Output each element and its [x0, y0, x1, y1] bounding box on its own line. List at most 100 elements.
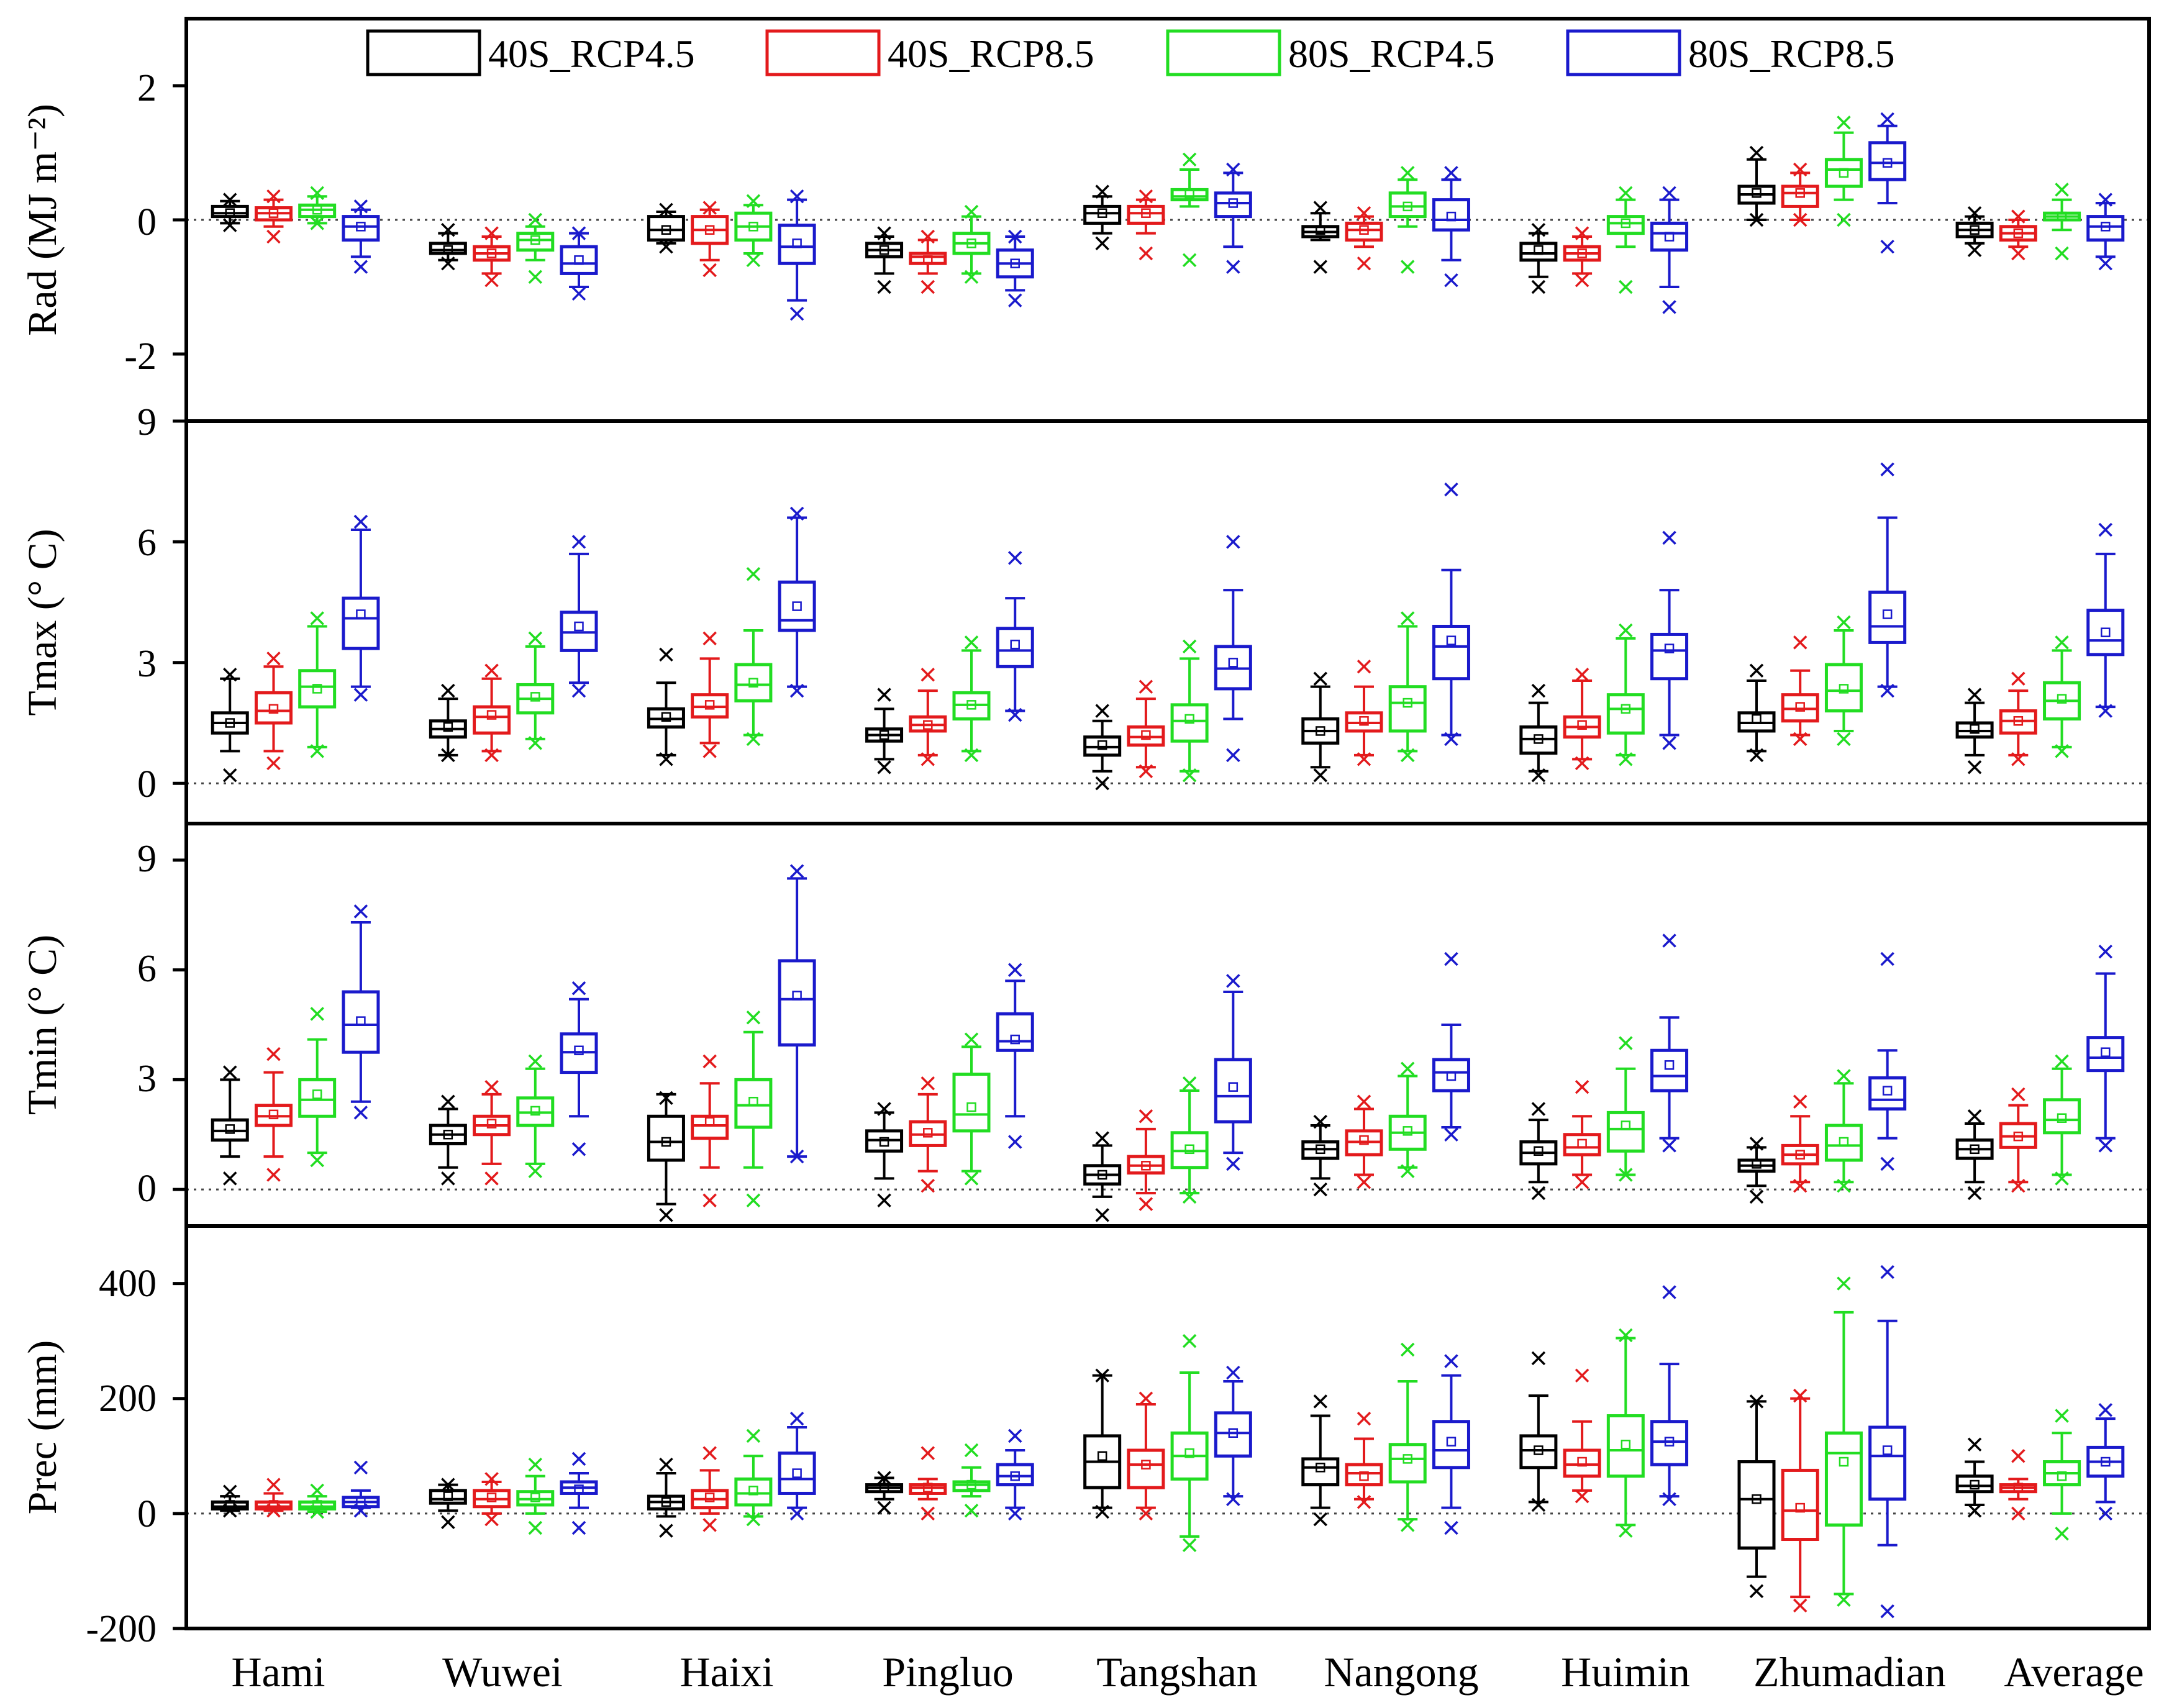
tmax-80srcp45-haixi-max-marker [746, 567, 761, 581]
tmin-ylabel: Tmin (° C) [20, 935, 65, 1115]
tmin-40srcp45-nangong-max-marker [1313, 1114, 1328, 1129]
tmax-80srcp85-nangong-iqr [1432, 624, 1470, 681]
tmin-80srcp85-huimin-max-marker [1662, 933, 1676, 948]
tmax-80srcp85-pingluo-mean [1010, 639, 1020, 650]
tmin-40srcp85-zhumadian-max-marker [1793, 1094, 1807, 1109]
prec-80srcp85-zhumadian-mean [1882, 1445, 1893, 1455]
prec-40srcp85-huimin-iqr [1563, 1448, 1601, 1478]
rad-40srcp45-tangshan-iqr [1083, 204, 1122, 225]
rad-80srcp45-haixi-mean [748, 222, 758, 232]
tmax-40srcp85-zhumadian-min-marker [1793, 732, 1807, 747]
prec-40srcp85-average-max-marker [2011, 1449, 2025, 1463]
tmax-40srcp45-tangshan-max-marker [1095, 704, 1109, 718]
prec-40srcp85-nangong-box [1345, 1411, 1383, 1509]
tmax-40srcp85-hami-mean [268, 704, 279, 714]
tmax-80srcp45-haixi-box [734, 567, 773, 747]
prec-80srcp85-zhumadian-min-marker [1880, 1604, 1894, 1619]
prec-80srcp85-hami-max-marker [353, 1460, 368, 1475]
tmin-80srcp85-tangshan-max-marker [1226, 974, 1240, 988]
rad-80srcp45-average-min-marker [2055, 246, 2069, 261]
tmin-tick-3: 3 [137, 1058, 157, 1100]
prec-80srcp45-huimin-box [1606, 1328, 1645, 1538]
rad-80srcp85-huimin-box [1650, 186, 1689, 314]
rad-40srcp45-average-box [1955, 206, 1994, 257]
tmax-80srcp45-tangshan-box [1170, 639, 1209, 783]
tmax-80srcp45-huimin-box [1606, 623, 1645, 766]
rad-40srcp85-huimin-box [1563, 226, 1601, 288]
tmax-80srcp45-huimin-mean [1621, 704, 1631, 714]
tmin-80srcp85-average-min-marker [2098, 1138, 2113, 1153]
tmax-80srcp45-nangong-min-marker [1400, 748, 1415, 763]
prec-40srcp45-tangshan-max-marker [1095, 1368, 1109, 1383]
tmin-80srcp45-hami-max-marker [310, 1007, 324, 1021]
rad-80srcp45-zhumadian-mean [1839, 168, 1849, 178]
tmax-40srcp85-nangong-box [1345, 660, 1383, 766]
rad-bottom-label: 9 [137, 401, 157, 443]
prec-80srcp45-zhumadian-min-marker [1837, 1592, 1851, 1607]
prec-40srcp85-hami-mean [268, 1500, 279, 1510]
rad-80srcp85-haixi-min-marker [789, 306, 804, 321]
rad-80srcp85-tangshan-min-marker [1226, 260, 1240, 274]
prec-80srcp85-tangshan-max-marker [1226, 1365, 1240, 1380]
tmin-40srcp45-average-box [1955, 1109, 1994, 1201]
prec-80srcp45-huimin-max-marker [1619, 1328, 1633, 1343]
prec-80srcp45-zhumadian-max-marker [1837, 1276, 1851, 1291]
tmax-40srcp45-wuwei-box [429, 683, 467, 763]
category-axis: Hami Wuwei Haixi Pingluo Tangshan Nangon… [231, 1648, 2144, 1696]
prec-80srcp45-tangshan-box [1170, 1333, 1209, 1553]
rad-80srcp85-tangshan-mean [1228, 198, 1239, 208]
prec-40srcp85-nangong-min-marker [1357, 1495, 1371, 1509]
rad-40srcp45-tangshan-box [1083, 184, 1122, 251]
tmax-80srcp85-zhumadian-max-marker [1880, 462, 1894, 476]
tmax-80srcp85-nangong-min-marker [1444, 732, 1458, 747]
rad-40srcp85-pingluo-max-marker [921, 229, 935, 244]
rad-80srcp45-nangong-box [1388, 166, 1427, 274]
rad-80srcp45-hami-box [298, 186, 337, 230]
rad-40srcp85-wuwei-max-marker [484, 226, 499, 240]
prec-80srcp85-hami-box [342, 1460, 380, 1518]
rad-80srcp45-haixi-box [734, 194, 773, 268]
rad-80srcp85-nangong-iqr [1432, 198, 1470, 232]
prec-80srcp45-huimin-mean [1621, 1440, 1631, 1450]
prec-80srcp45-pingluo-box [952, 1443, 991, 1518]
tmin-frame [184, 822, 2151, 1228]
tmin-40srcp45-huimin-mean [1534, 1146, 1543, 1156]
tmin-80srcp45-zhumadian-mean [1839, 1137, 1849, 1147]
tmin-40srcp45-average-mean [1970, 1144, 1980, 1155]
rad-40srcp45-huimin-max-marker [1531, 222, 1546, 237]
rad-40srcp45-haixi-mean [661, 225, 671, 235]
tmax-40srcp45-average-box [1955, 688, 1994, 775]
tmin-40srcp85-pingluo-box [909, 1076, 947, 1193]
prec-80srcp45-hami-box [298, 1483, 337, 1519]
tmin-80srcp45-average-max-marker [2055, 1054, 2069, 1069]
tmin-80srcp85-haixi-box [778, 864, 816, 1164]
rad-80srcp45-nangong-max-marker [1400, 166, 1415, 180]
legend-swatch-80s-rcp45 [1166, 29, 1281, 76]
rad-80srcp45-huimin-min-marker [1619, 279, 1633, 294]
rad-40srcp45-hami-iqr [211, 204, 249, 219]
prec-80srcp85-pingluo-mean [1010, 1471, 1020, 1481]
tmin-80srcp85-zhumadian-iqr [1868, 1076, 1907, 1111]
tmax-40srcp45-haixi-max-marker [659, 647, 673, 662]
tmin-80srcp45-tangshan-max-marker [1182, 1076, 1197, 1091]
tmin-80srcp85-hami-min-marker [353, 1106, 368, 1120]
rad-marks [173, 84, 2149, 423]
tmin-40srcp45-haixi-box [647, 1091, 685, 1222]
rad-40srcp45-hami-min-marker [222, 218, 237, 232]
rad-40srcp45-hami-max-marker [222, 193, 237, 207]
prec-40srcp45-hami-min-marker [222, 1503, 237, 1518]
rad-80srcp85-huimin-mean [1664, 232, 1675, 242]
tmax-40srcp85-nangong-min-marker [1357, 752, 1371, 766]
rad-40srcp45-pingluo-max-marker [877, 226, 891, 240]
rad-80srcp85-tangshan-iqr [1214, 191, 1252, 219]
tmax-80srcp45-hami-box [298, 611, 337, 758]
tmin-80srcp45-pingluo-max-marker [964, 1032, 979, 1047]
tmax-ylabel: Tmax (° C) [20, 529, 65, 715]
tmax-80srcp85-huimin-box [1650, 530, 1689, 750]
rad-80srcp45-nangong-min-marker [1400, 260, 1415, 274]
rad-80srcp85-huimin-min-marker [1662, 300, 1676, 314]
tmin-80srcp45-wuwei-max-marker [528, 1054, 543, 1069]
tmin-80srcp85-average-iqr [2086, 1036, 2125, 1073]
tmin-40srcp45-average-min-marker [1967, 1186, 1982, 1201]
tmin-40srcp45-haixi-mean [661, 1137, 671, 1147]
